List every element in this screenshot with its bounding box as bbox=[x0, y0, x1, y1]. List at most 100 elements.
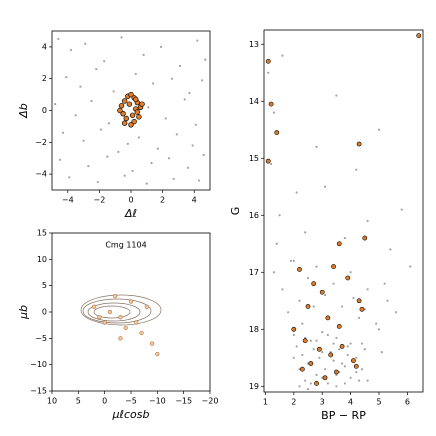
point bbox=[377, 128, 381, 131]
point bbox=[336, 241, 342, 247]
y-tick-label: −4 bbox=[35, 170, 47, 179]
point bbox=[68, 176, 71, 179]
point bbox=[345, 275, 351, 281]
point bbox=[295, 191, 298, 194]
point bbox=[121, 98, 128, 104]
x-tick-label: 3 bbox=[320, 398, 325, 407]
x-tick-label: −20 bbox=[202, 397, 219, 406]
point bbox=[366, 288, 369, 291]
x-axis-label: μℓcosb bbox=[111, 408, 149, 421]
point bbox=[82, 139, 85, 142]
y-tick-label: 17 bbox=[249, 268, 259, 277]
y-tick-label: 2 bbox=[42, 74, 47, 83]
point bbox=[297, 267, 302, 272]
point bbox=[126, 101, 133, 107]
y-tick-label: 14 bbox=[249, 97, 259, 106]
point bbox=[92, 304, 97, 309]
x-tick-label: 4 bbox=[192, 196, 197, 205]
point bbox=[366, 219, 369, 223]
x-tick-label: −4 bbox=[62, 196, 74, 205]
point bbox=[97, 315, 102, 320]
point bbox=[123, 115, 129, 122]
point bbox=[274, 130, 280, 136]
x-tick-label: −5 bbox=[125, 397, 137, 406]
point bbox=[142, 53, 145, 56]
point bbox=[360, 368, 364, 371]
x-axis-label: BP − RP bbox=[321, 409, 366, 422]
point bbox=[137, 136, 140, 139]
y-tick-label: 13 bbox=[249, 40, 259, 49]
point bbox=[326, 382, 329, 385]
x-tick-label: −2 bbox=[94, 196, 106, 205]
point bbox=[167, 157, 171, 160]
point bbox=[315, 373, 318, 376]
x-tick-label: −10 bbox=[149, 397, 166, 406]
point bbox=[196, 39, 199, 42]
point bbox=[183, 98, 186, 101]
point bbox=[275, 242, 278, 245]
point bbox=[363, 348, 366, 351]
y-tick-label: 15 bbox=[249, 154, 259, 163]
point bbox=[74, 114, 77, 117]
point bbox=[326, 333, 329, 337]
point bbox=[197, 179, 201, 182]
point bbox=[340, 362, 344, 365]
point bbox=[309, 382, 312, 385]
point bbox=[281, 288, 284, 291]
point bbox=[265, 58, 271, 64]
point bbox=[272, 271, 276, 274]
point bbox=[349, 342, 352, 345]
point bbox=[204, 58, 207, 61]
point bbox=[309, 339, 312, 342]
point bbox=[332, 342, 335, 345]
point bbox=[113, 294, 118, 299]
point bbox=[292, 333, 295, 337]
point bbox=[120, 110, 126, 117]
point bbox=[102, 320, 107, 325]
point bbox=[145, 182, 148, 185]
y-tick-label: 10 bbox=[37, 255, 47, 264]
point bbox=[159, 45, 163, 49]
point bbox=[269, 162, 273, 166]
y-tick-label: 0 bbox=[42, 308, 47, 317]
point bbox=[164, 117, 167, 120]
point bbox=[112, 90, 115, 93]
point bbox=[90, 99, 93, 103]
axes-frame bbox=[51, 30, 211, 191]
point bbox=[126, 142, 129, 145]
point bbox=[134, 320, 139, 325]
x-tick-label: 10 bbox=[47, 397, 57, 406]
x-axis-label: Δℓ bbox=[124, 207, 137, 220]
point bbox=[331, 264, 336, 269]
point bbox=[65, 76, 68, 79]
point bbox=[291, 326, 297, 332]
point bbox=[292, 356, 295, 359]
y-tick-label: −2 bbox=[35, 138, 47, 147]
point bbox=[84, 42, 87, 45]
point bbox=[304, 379, 307, 382]
point bbox=[79, 85, 82, 88]
point bbox=[128, 91, 134, 98]
x-tick-label: −15 bbox=[175, 397, 192, 406]
point bbox=[352, 296, 355, 300]
point bbox=[338, 348, 341, 351]
point bbox=[394, 311, 398, 314]
y-tick-label: −15 bbox=[30, 387, 47, 396]
point bbox=[57, 37, 60, 41]
point bbox=[315, 339, 318, 342]
axes-frame bbox=[51, 232, 211, 392]
point bbox=[186, 166, 189, 169]
x-tick-label: 2 bbox=[291, 398, 296, 407]
point bbox=[131, 169, 134, 173]
point bbox=[356, 298, 362, 304]
point bbox=[299, 366, 305, 372]
point bbox=[268, 101, 274, 107]
point bbox=[301, 353, 304, 357]
point bbox=[118, 336, 123, 341]
point bbox=[131, 118, 137, 125]
point bbox=[312, 305, 315, 308]
point bbox=[61, 131, 65, 134]
point bbox=[416, 33, 422, 39]
point bbox=[201, 79, 204, 82]
